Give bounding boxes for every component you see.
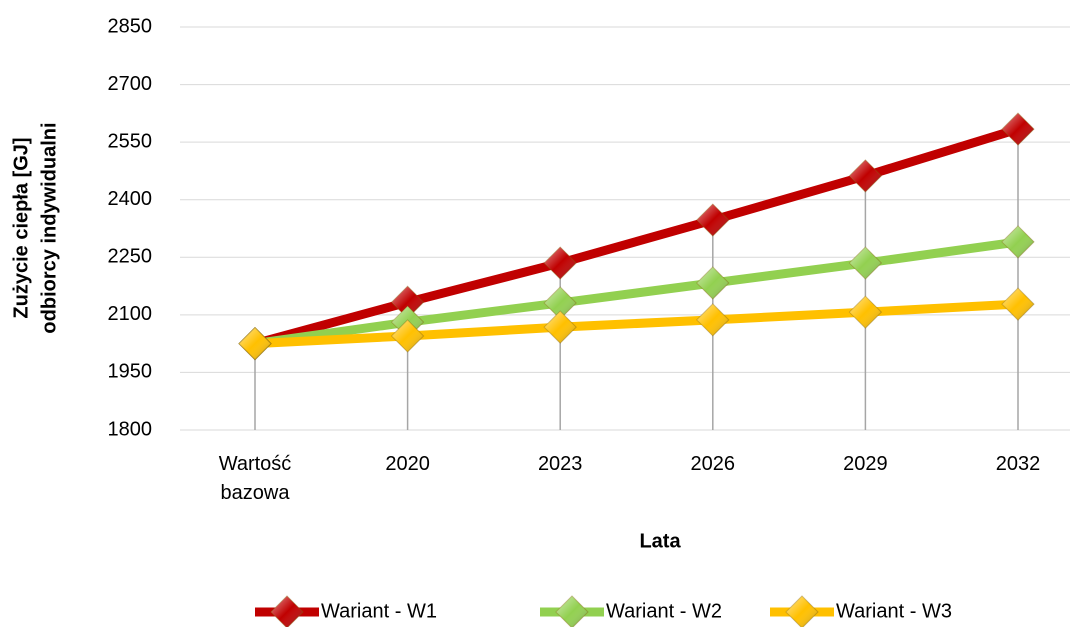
data-point <box>1001 112 1035 146</box>
data-point <box>543 246 577 280</box>
marker-shine <box>391 319 424 352</box>
marker-shine <box>1002 113 1034 146</box>
y-tick-label: 2400 <box>108 188 153 210</box>
y-tick-label: 2100 <box>108 303 153 325</box>
data-point <box>238 326 272 361</box>
data-point <box>696 303 730 337</box>
marker-shine <box>544 247 577 280</box>
marker-shine <box>271 596 303 627</box>
data-point <box>1001 287 1035 321</box>
marker-shine <box>696 267 729 300</box>
data-point <box>390 285 425 319</box>
x-tick-label: 2020 <box>385 453 430 475</box>
legend-label: Wariant - W1 <box>321 600 437 622</box>
marker-shine <box>391 286 424 319</box>
y-tick-label: 2850 <box>108 15 153 37</box>
x-tick-label-box: 2026 <box>690 453 736 475</box>
legend-marker <box>555 595 589 627</box>
legend-marker <box>270 595 304 627</box>
series-line <box>254 237 1019 349</box>
marker-shine <box>544 311 577 344</box>
x-tick-label-box: 2032 <box>995 453 1041 475</box>
data-point <box>390 319 425 353</box>
x-tick-label-box: Wartość bazowa <box>218 453 292 504</box>
legend-label: Wariant - W3 <box>836 600 952 622</box>
x-tick-label: 2032 <box>995 453 1041 475</box>
marker-shine <box>1002 288 1034 321</box>
x-axis-label: Lata <box>639 530 681 552</box>
data-point <box>848 246 883 280</box>
x-tick-label-box: 2020 <box>385 453 430 475</box>
x-tick-label: 2029 <box>843 453 888 475</box>
y-tick-label: 1800 <box>108 418 153 440</box>
x-tick-label: 2023 <box>537 453 583 475</box>
marker-shine <box>849 296 882 329</box>
legend-marker <box>785 595 819 627</box>
marker-shine <box>544 286 577 319</box>
x-tick-label: 2026 <box>690 453 736 475</box>
data-point <box>848 295 883 329</box>
marker-shine <box>696 303 729 336</box>
y-tick-label: 2550 <box>108 130 153 152</box>
marker-shine <box>849 159 882 192</box>
marker-shine <box>849 247 882 280</box>
x-tick-label: Wartość bazowa <box>218 453 292 504</box>
marker-shine <box>239 327 271 360</box>
data-point <box>696 203 730 237</box>
marker-shine <box>556 596 588 627</box>
x-tick-label-box: 2023 <box>537 453 583 475</box>
y-tick-label: 1950 <box>108 361 153 383</box>
marker-shine <box>1002 225 1034 258</box>
data-point <box>1001 225 1035 259</box>
series-line <box>253 124 1020 348</box>
series-line <box>254 299 1019 349</box>
marker-shine <box>786 596 818 627</box>
legend-label: Wariant - W2 <box>606 600 722 622</box>
marker-shine <box>696 204 729 237</box>
x-tick-label-box: 2029 <box>843 453 888 475</box>
data-point <box>848 159 883 193</box>
data-point <box>543 286 577 320</box>
data-point <box>543 310 577 344</box>
y-axis-label: Zużycie ciepła [GJ] <box>10 137 32 318</box>
data-point <box>696 266 730 300</box>
y-tick-label: 2700 <box>108 73 153 95</box>
y-axis-label: odbiorcy indywidualni <box>38 122 60 333</box>
y-tick-label: 2250 <box>108 246 153 268</box>
